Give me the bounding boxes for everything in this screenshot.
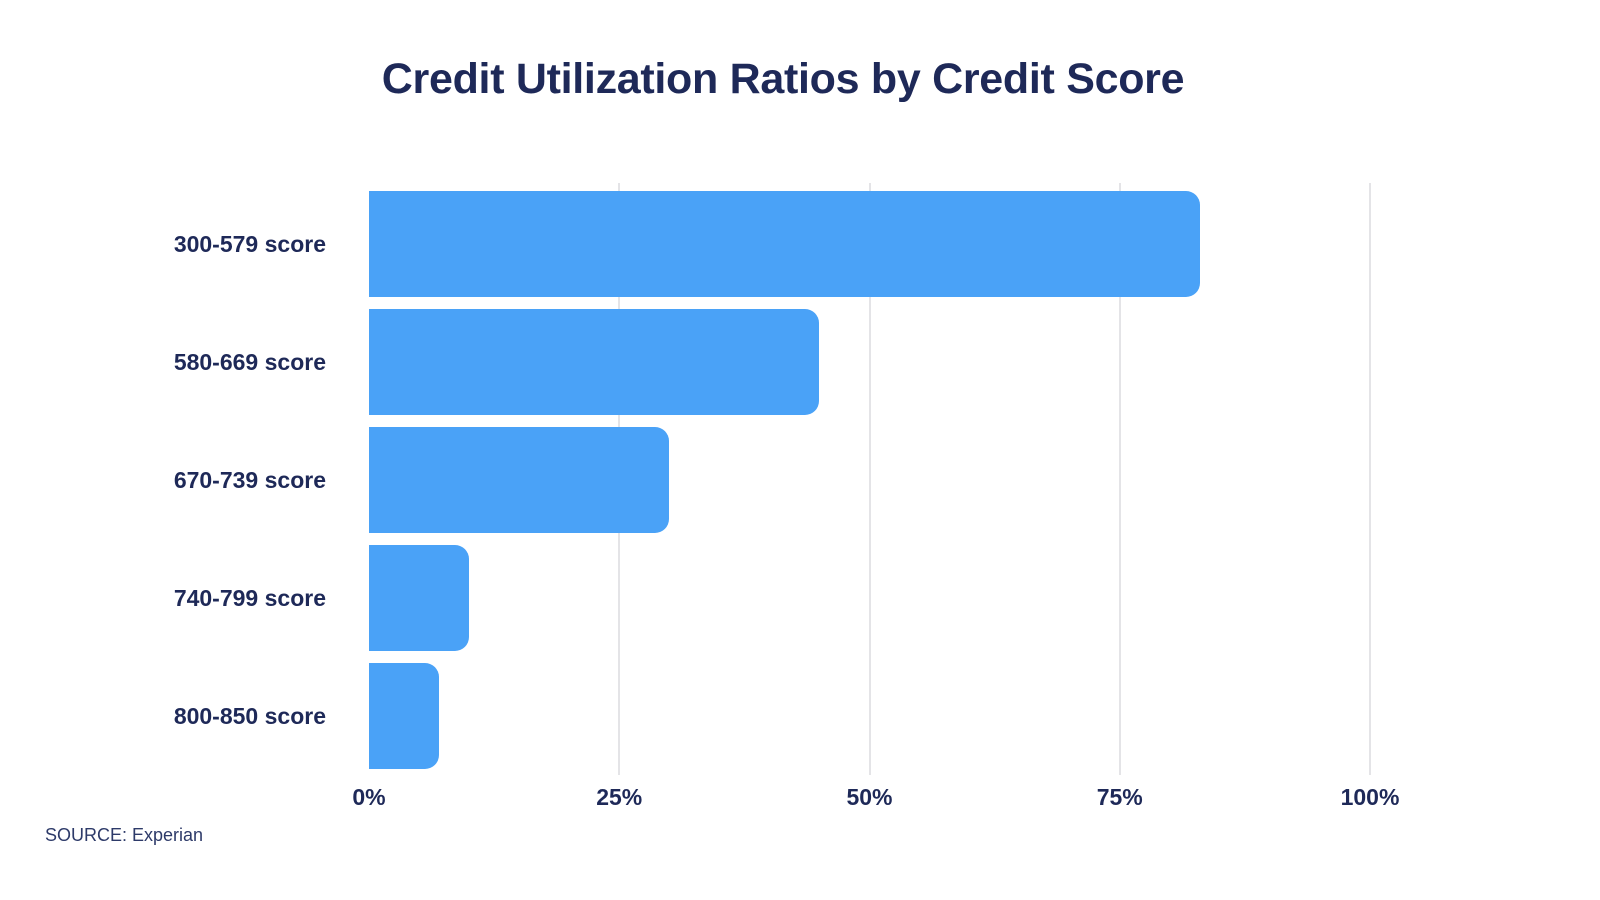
y-axis-labels: 300-579 score 580-669 score 670-739 score 7… [0, 185, 348, 775]
x-axis-tick-label: 0% [352, 784, 386, 810]
y-axis-label: 300-579 score [173, 230, 326, 257]
gridline-50 [868, 183, 871, 775]
bar-800-850-score [369, 663, 440, 769]
y-axis-label: 670-739 score [173, 466, 326, 493]
gridline-75 [1118, 183, 1121, 775]
y-axis-label: 740-799 score [173, 584, 326, 611]
x-axis-tick-label: 50% [846, 784, 893, 810]
x-axis-tick-label: 25% [596, 784, 643, 810]
bar-670-739-score [369, 427, 670, 533]
bar-300-579-score [369, 191, 1200, 297]
y-axis-label: 580-669 score [173, 348, 326, 375]
source-note: SOURCE: Experian [45, 825, 204, 845]
x-axis-tick-label: 100% [1340, 784, 1400, 810]
x-axis-tick-label: 75% [1096, 784, 1143, 810]
y-axis-label: 800-850 score [173, 702, 326, 729]
chart-title: Credit Utilization Ratios by Credit Scor… [381, 55, 1185, 103]
bar-580-669-score [369, 309, 820, 415]
plot-area [369, 183, 1371, 775]
gridline-100 [1369, 183, 1371, 775]
bar-740-799-score [369, 545, 470, 651]
x-axis-labels: 0% 25% 50% 75% 100% [0, 779, 1600, 819]
